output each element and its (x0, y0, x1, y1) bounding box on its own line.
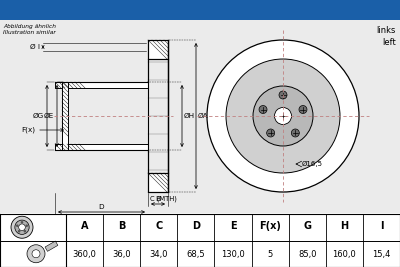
Bar (0, 0, 400, 20)
Circle shape (26, 225, 28, 227)
Circle shape (27, 245, 45, 263)
Text: links
left: links left (377, 26, 396, 47)
Text: H: H (340, 221, 348, 231)
Text: 24.0136-0123.1: 24.0136-0123.1 (86, 3, 210, 17)
Text: Ø16,5: Ø16,5 (302, 161, 322, 167)
Circle shape (207, 40, 359, 192)
Bar (0, 20, 400, 213)
Text: F(x): F(x) (259, 221, 281, 231)
Text: I: I (380, 221, 383, 231)
Text: E: E (230, 221, 236, 231)
Circle shape (253, 86, 313, 146)
Text: A: A (81, 221, 88, 231)
Circle shape (259, 105, 267, 113)
Text: 36,0: 36,0 (112, 250, 131, 259)
Circle shape (32, 250, 40, 258)
Bar (62, 82, 68, 150)
Bar (55, 82, 148, 88)
Circle shape (21, 221, 23, 223)
Bar (148, 173, 168, 192)
Text: C: C (155, 221, 162, 231)
Text: Abbildung ähnlich: Abbildung ähnlich (3, 24, 56, 29)
Text: 160,0: 160,0 (332, 250, 356, 259)
Circle shape (19, 224, 25, 230)
Circle shape (16, 225, 18, 227)
Text: 360,0: 360,0 (73, 250, 96, 259)
Text: 436123: 436123 (281, 3, 339, 17)
Circle shape (15, 220, 29, 234)
Text: 68,5: 68,5 (186, 250, 205, 259)
Text: ØG: ØG (33, 113, 44, 119)
Circle shape (226, 59, 340, 173)
Text: 85,0: 85,0 (298, 250, 316, 259)
Text: 130,0: 130,0 (221, 250, 245, 259)
Circle shape (11, 216, 33, 238)
Text: Illustration similar: Illustration similar (3, 30, 56, 35)
Bar (148, 40, 168, 59)
Text: B: B (118, 221, 125, 231)
Circle shape (299, 105, 307, 113)
Circle shape (18, 230, 20, 233)
Circle shape (24, 230, 26, 233)
Circle shape (291, 129, 299, 137)
Text: 5: 5 (268, 250, 273, 259)
Circle shape (274, 108, 292, 124)
Text: D: D (192, 221, 200, 231)
Bar (55, 144, 148, 150)
Text: 15,4: 15,4 (372, 250, 391, 259)
Bar (0, 214, 400, 267)
Text: ØE: ØE (44, 113, 54, 119)
Text: ate: ate (282, 139, 328, 163)
Text: 34,0: 34,0 (150, 250, 168, 259)
Text: C (MTH): C (MTH) (150, 195, 177, 202)
Circle shape (267, 129, 275, 137)
Circle shape (279, 91, 287, 99)
Text: ØA: ØA (198, 113, 209, 119)
Text: B: B (156, 196, 160, 202)
Text: D: D (99, 204, 104, 210)
Text: F(x): F(x) (21, 127, 35, 133)
Text: G: G (303, 221, 311, 231)
Bar (45, 241, 58, 251)
Text: Ø I: Ø I (30, 44, 40, 50)
Text: ØH: ØH (184, 113, 195, 119)
